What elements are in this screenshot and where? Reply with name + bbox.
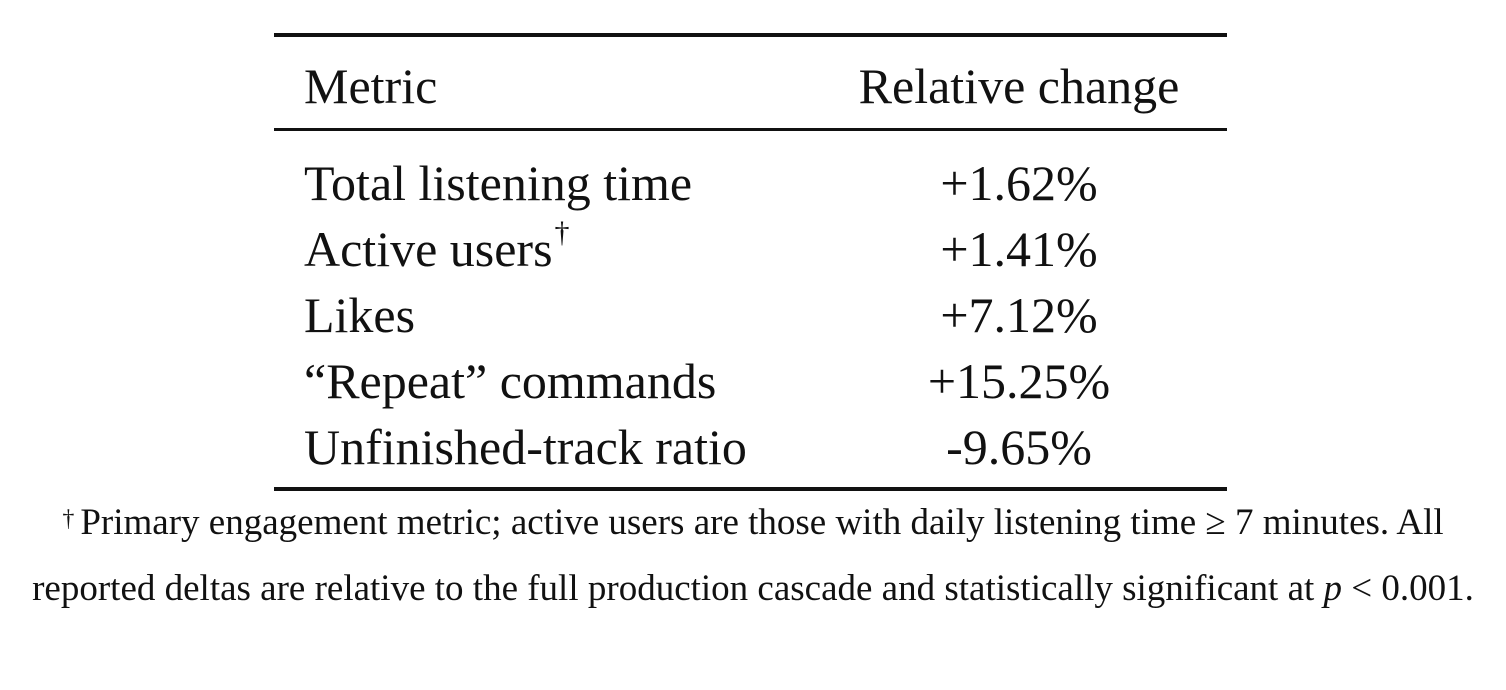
table-bottom-rule (274, 487, 1227, 491)
table-header-rule (274, 128, 1227, 131)
table-row: “Repeat” commands +15.25% (274, 338, 1227, 409)
change-cell: +15.25% (927, 353, 1111, 409)
table-row: Likes +7.12% (274, 272, 1227, 343)
table-top-rule (274, 33, 1227, 37)
footnote-text: Primary engagement metric; active users … (32, 502, 1444, 609)
metric-cell: Total listening time (304, 155, 693, 211)
metric-cell: Active users† (304, 216, 570, 277)
results-table: Metric Relative change Total listening t… (274, 33, 1227, 491)
table-row: Unfinished-track ratio -9.65% (274, 404, 1227, 475)
change-cell: -9.65% (946, 419, 1092, 475)
change-cell: +7.12% (940, 287, 1098, 343)
change-cell: +1.41% (940, 221, 1098, 277)
table-row: Total listening time +1.62% (274, 140, 1227, 211)
footnote-threshold: < 0.001. (1351, 568, 1474, 609)
table-header-row: Metric Relative change (274, 37, 1227, 128)
footnote-dagger-marker: † (62, 506, 75, 532)
metric-cell: Likes (304, 287, 416, 343)
change-cell: +1.62% (940, 155, 1098, 211)
table-body: Total listening time +1.62% Active users… (274, 131, 1227, 487)
header-relative-change: Relative change (858, 58, 1180, 114)
metric-cell: Unfinished-track ratio (304, 419, 747, 475)
header-metric: Metric (304, 58, 438, 114)
footnote-p-variable: p (1323, 568, 1343, 609)
metric-cell: “Repeat” commands (304, 353, 717, 409)
table-row: Active users† +1.41% (274, 206, 1227, 277)
dagger-marker: † (554, 216, 570, 249)
table-footnote: † Primary engagement metric; active users… (20, 490, 1486, 622)
